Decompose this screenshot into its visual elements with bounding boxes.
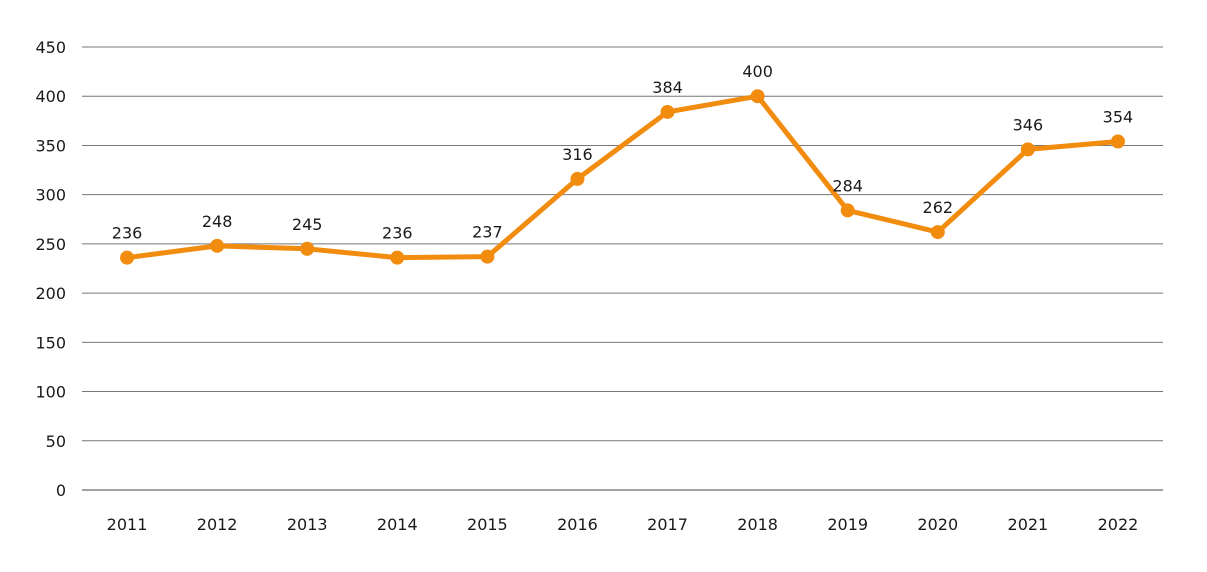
- x-tick-label: 2022: [1098, 515, 1139, 534]
- x-tick-label: 2015: [467, 515, 508, 534]
- y-tick-label: 200: [35, 284, 66, 303]
- data-label: 400: [742, 62, 773, 81]
- data-label: 236: [112, 224, 143, 243]
- data-label: 384: [652, 78, 683, 97]
- x-tick-label: 2018: [737, 515, 778, 534]
- x-tick-label: 2013: [287, 515, 328, 534]
- y-tick-label: 0: [56, 481, 66, 500]
- x-tick-label: 2016: [557, 515, 598, 534]
- x-tick-label: 2021: [1008, 515, 1049, 534]
- x-tick-label: 2020: [917, 515, 958, 534]
- data-label: 346: [1013, 115, 1044, 134]
- data-label: 236: [382, 224, 413, 243]
- data-label: 248: [202, 212, 233, 231]
- y-tick-label: 150: [35, 333, 66, 352]
- y-tick-label: 350: [35, 136, 66, 155]
- data-label: 262: [923, 198, 954, 217]
- data-label: 354: [1103, 108, 1134, 127]
- data-point: [570, 171, 585, 186]
- data-point: [300, 241, 315, 256]
- data-point: [930, 225, 945, 240]
- y-tick-label: 50: [46, 432, 66, 451]
- y-tick-label: 300: [35, 186, 66, 205]
- data-point: [480, 249, 495, 264]
- data-point: [1110, 134, 1125, 149]
- data-point: [750, 89, 765, 104]
- data-point: [390, 250, 405, 265]
- x-tick-label: 2011: [107, 515, 148, 534]
- data-label: 237: [472, 223, 503, 242]
- x-tick-label: 2014: [377, 515, 418, 534]
- data-point: [120, 250, 135, 265]
- data-point: [660, 104, 675, 119]
- data-point: [840, 203, 855, 218]
- data-point: [1020, 142, 1035, 157]
- data-label: 284: [832, 176, 863, 195]
- y-tick-label: 100: [35, 383, 66, 402]
- data-label: 245: [292, 215, 323, 234]
- x-tick-label: 2012: [197, 515, 238, 534]
- y-tick-label: 250: [35, 235, 66, 254]
- x-tick-label: 2017: [647, 515, 688, 534]
- data-point: [210, 238, 225, 253]
- x-tick-label: 2019: [827, 515, 868, 534]
- y-tick-label: 400: [35, 87, 66, 106]
- series-line: [126, 93, 1119, 261]
- data-label: 316: [562, 145, 593, 164]
- y-tick-label: 450: [35, 38, 66, 57]
